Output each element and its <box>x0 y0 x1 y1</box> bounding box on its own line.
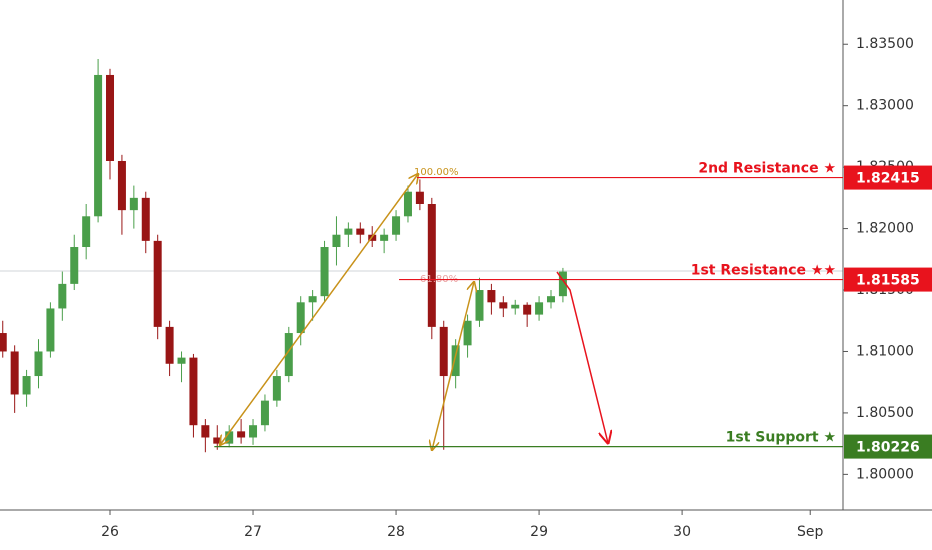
candle-body <box>296 302 305 334</box>
price-tag <box>844 267 932 292</box>
candle-body <box>249 425 258 438</box>
candle-body <box>189 357 198 426</box>
candle-body <box>475 290 484 321</box>
candle-body <box>213 437 222 444</box>
level-label: 2nd Resistance ★ <box>698 161 836 177</box>
candle-body <box>117 160 126 211</box>
price-tag <box>844 434 932 459</box>
candle-body <box>58 283 67 309</box>
candle-body <box>70 247 79 284</box>
candle-body <box>356 228 365 235</box>
candle-body <box>22 376 31 395</box>
candle-body <box>523 304 532 315</box>
candle-body <box>463 320 472 346</box>
y-tick-label: 1.80000 <box>856 466 914 482</box>
candle-body <box>392 216 401 235</box>
candle-body <box>34 351 43 377</box>
candle-body <box>153 240 162 327</box>
candle-body <box>94 74 103 217</box>
x-tick-label: 26 <box>101 524 119 540</box>
price-tag-label: 1.80226 <box>856 440 920 456</box>
y-tick-label: 1.80500 <box>856 405 914 421</box>
candle-body <box>320 247 329 297</box>
candle-body <box>129 197 138 211</box>
x-tick-label: 27 <box>244 524 262 540</box>
candle-body <box>535 302 544 315</box>
candle-body <box>237 431 246 438</box>
candle-body <box>0 333 7 352</box>
level-label: 1st Support ★ <box>726 430 836 446</box>
candle-body <box>46 308 55 352</box>
candle-body <box>439 326 448 377</box>
candle-body <box>380 234 389 241</box>
y-tick-label: 1.83000 <box>856 98 914 114</box>
candle-body <box>499 302 508 309</box>
candle-body <box>106 74 115 161</box>
candle-body <box>308 296 317 303</box>
price-tag-label: 1.82415 <box>856 171 920 187</box>
candle-body <box>82 216 91 248</box>
x-tick-label: Sep <box>797 524 824 540</box>
candle-body <box>403 191 412 217</box>
candle-body <box>487 290 496 303</box>
price-tag <box>844 165 932 190</box>
candle-body <box>558 271 567 297</box>
candle-body <box>332 234 341 248</box>
candle-body <box>451 345 460 377</box>
candle-body <box>344 228 353 235</box>
fib-label: 100.00% <box>414 167 459 178</box>
candle-body <box>260 400 269 426</box>
level-label: 1st Resistance ★★ <box>691 263 836 279</box>
x-tick-label: 30 <box>673 524 691 540</box>
x-tick-label: 29 <box>530 524 548 540</box>
candle-body <box>511 304 520 309</box>
y-tick-label: 1.81000 <box>856 343 914 359</box>
x-tick-label: 28 <box>387 524 405 540</box>
candle-body <box>415 191 424 204</box>
candle-body <box>546 296 555 303</box>
projection-arrow <box>556 271 608 443</box>
price-tag-label: 1.81585 <box>856 273 920 289</box>
candle-body <box>427 204 436 327</box>
candle-body <box>165 326 174 364</box>
y-tick-label: 1.83500 <box>856 36 914 52</box>
candle-body <box>141 197 150 241</box>
candle-body <box>272 376 281 401</box>
pattern-arrow <box>220 174 418 445</box>
y-tick-label: 1.82000 <box>856 221 914 237</box>
pattern-arrow <box>432 282 474 450</box>
candle-body <box>177 357 186 364</box>
candle-body <box>201 425 210 438</box>
candle-body <box>10 351 19 395</box>
plot <box>0 58 567 453</box>
